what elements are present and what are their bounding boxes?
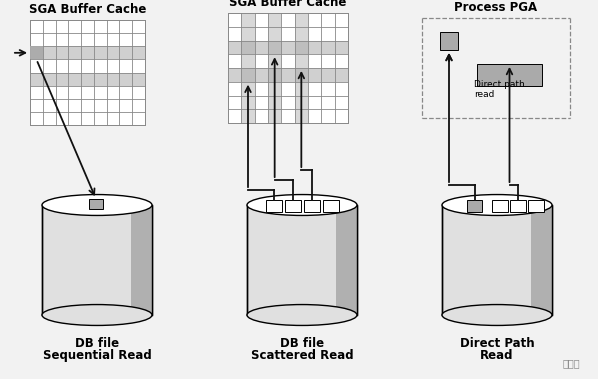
Text: Direct Path: Direct Path	[460, 337, 534, 350]
Bar	[295, 13, 308, 123]
Bar	[440, 32, 458, 50]
Text: Direct path
read: Direct path read	[474, 80, 525, 99]
Bar	[247, 205, 357, 315]
Ellipse shape	[442, 305, 552, 326]
Text: DB file: DB file	[75, 337, 119, 350]
Bar	[510, 200, 526, 212]
Text: Read: Read	[480, 349, 514, 362]
Bar	[477, 64, 542, 86]
Text: SGA Buffer Cache: SGA Buffer Cache	[29, 3, 146, 16]
Text: Scattered Read: Scattered Read	[251, 349, 353, 362]
Bar	[442, 205, 552, 315]
Bar	[467, 200, 482, 212]
Text: Sequential Read: Sequential Read	[42, 349, 151, 362]
Bar	[228, 41, 348, 54]
Ellipse shape	[42, 305, 152, 326]
Bar	[322, 200, 338, 212]
Bar	[131, 205, 152, 315]
Bar	[242, 13, 255, 123]
Bar	[42, 205, 152, 315]
Bar	[30, 46, 43, 60]
Bar	[30, 20, 145, 125]
Bar	[30, 72, 145, 86]
Ellipse shape	[247, 194, 357, 215]
Bar	[531, 205, 552, 315]
Bar	[268, 13, 281, 123]
Bar	[336, 205, 357, 315]
Bar	[304, 200, 319, 212]
Bar	[30, 46, 145, 60]
Bar	[266, 200, 282, 212]
Bar	[89, 199, 103, 209]
Ellipse shape	[247, 305, 357, 326]
Bar	[228, 68, 348, 82]
Ellipse shape	[42, 194, 152, 215]
Text: DB file: DB file	[280, 337, 324, 350]
Text: 亿速云: 亿速云	[562, 358, 580, 368]
Ellipse shape	[442, 194, 552, 215]
Bar	[285, 200, 301, 212]
Text: SGA Buffer Cache: SGA Buffer Cache	[229, 0, 347, 9]
Bar	[528, 200, 544, 212]
Text: Process PGA: Process PGA	[454, 1, 538, 14]
Bar	[492, 200, 508, 212]
Bar	[228, 13, 348, 123]
